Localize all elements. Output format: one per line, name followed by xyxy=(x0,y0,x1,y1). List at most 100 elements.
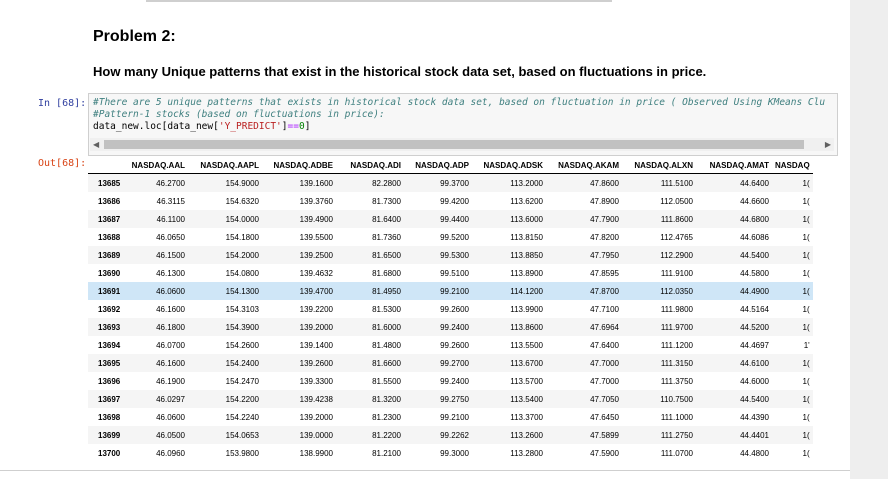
divider xyxy=(0,470,850,471)
table-cell: 44.6600 xyxy=(740,196,769,206)
table-cell: 44.5164 xyxy=(740,304,769,314)
table-cell: 46.1600 xyxy=(128,354,188,372)
column-header: NASDAQ.ADI xyxy=(336,158,404,174)
table-cell: 154.1800 xyxy=(225,232,259,242)
table-cell: 154.2000 xyxy=(188,246,262,264)
table-cell: 154.3900 xyxy=(188,318,262,336)
table-cell: 47.7000 xyxy=(590,376,619,386)
table-cell: 111.2750 xyxy=(622,426,696,444)
row-index: 13693 xyxy=(88,318,128,336)
table-cell: 111.1200 xyxy=(660,340,693,350)
row-index: 13695 xyxy=(88,354,128,372)
table-cell: 46.0600 xyxy=(128,282,188,300)
table-cell: 99.2262 xyxy=(404,426,472,444)
code-comment-1: #There are 5 unique patterns that exists… xyxy=(93,97,826,108)
table-cell: 81.2200 xyxy=(336,426,404,444)
table-cell: 139.2000 xyxy=(299,412,333,422)
horizontal-scrollbar[interactable]: ◀ ▶ xyxy=(90,138,834,151)
table-cell: 154.0000 xyxy=(188,210,262,228)
row-index: 13687 xyxy=(88,210,128,228)
table-cell: 111.1000 xyxy=(660,412,693,422)
column-header xyxy=(88,158,128,174)
table-cell: 112.0500 xyxy=(660,196,693,206)
table-cell: 1( xyxy=(772,282,813,300)
table-cell: 1( xyxy=(802,232,810,242)
scrollbar-thumb[interactable] xyxy=(104,140,804,149)
table-cell: 47.7000 xyxy=(546,354,622,372)
table-cell: 99.2700 xyxy=(404,354,472,372)
table-cell: 46.1600 xyxy=(156,304,185,314)
table-cell: 81.5300 xyxy=(372,304,401,314)
table-cell: 44.4390 xyxy=(740,412,769,422)
table-cell: 1( xyxy=(802,304,810,314)
table-cell: 139.2500 xyxy=(262,246,336,264)
table-cell: 99.4400 xyxy=(404,210,472,228)
table-cell: 139.2600 xyxy=(262,354,336,372)
table-cell: 154.9000 xyxy=(188,173,262,192)
table-row: 13688 46.0650 154.1800 139.5500 81.7360 99.52… xyxy=(88,228,813,246)
table-cell: 47.8700 xyxy=(546,282,622,300)
column-header: NASDAQ.AKAM xyxy=(546,158,622,174)
table-cell: 44.6100 xyxy=(696,354,772,372)
table-cell: 46.0297 xyxy=(128,390,188,408)
table-cell: 47.8595 xyxy=(590,268,619,278)
scroll-right-icon[interactable]: ▶ xyxy=(824,140,831,149)
row-index: 13700 xyxy=(98,448,121,458)
row-index: 13689 xyxy=(88,246,128,264)
table-cell: 113.8850 xyxy=(472,246,546,264)
output-dataframe: NASDAQ.AAL NASDAQ.AAPL NASDAQ.ADBE NASDAQ.A… xyxy=(88,158,836,479)
table-cell: 113.6000 xyxy=(472,210,546,228)
page-title: Problem 2: xyxy=(93,28,176,45)
table-cell: 111.9100 xyxy=(660,268,693,278)
table-cell: 47.6450 xyxy=(590,412,619,422)
code-editor[interactable]: #There are 5 unique patterns that exists… xyxy=(89,94,837,133)
table-cell: 1( xyxy=(772,318,813,336)
table-cell: 44.4800 xyxy=(740,448,769,458)
table-cell: 99.2600 xyxy=(440,340,469,350)
row-index: 13696 xyxy=(98,376,121,386)
table-cell: 99.3000 xyxy=(440,448,469,458)
table-cell: 47.7900 xyxy=(546,210,622,228)
table-cell: 99.5100 xyxy=(440,268,469,278)
table-cell: 99.2750 xyxy=(404,390,472,408)
row-index: 13692 xyxy=(98,304,121,314)
row-index: 13688 xyxy=(98,232,121,242)
scroll-indicator xyxy=(146,0,612,2)
table-cell: 44.5200 xyxy=(696,318,772,336)
table-cell: 139.4238 xyxy=(262,390,336,408)
row-index: 13690 xyxy=(98,268,121,278)
table-cell: 154.1300 xyxy=(188,282,262,300)
table-cell: 81.6800 xyxy=(372,268,401,278)
table-cell: 154.2470 xyxy=(225,376,259,386)
table-cell: 111.9800 xyxy=(660,304,693,314)
row-index: 13694 xyxy=(98,340,121,350)
table-cell: 111.8600 xyxy=(622,210,696,228)
code-cell[interactable]: #There are 5 unique patterns that exists… xyxy=(88,93,838,156)
table-cell: 1( xyxy=(802,268,810,278)
table-cell: 99.2600 xyxy=(440,304,469,314)
table-cell: 47.7050 xyxy=(546,390,622,408)
table-cell: 1( xyxy=(772,210,813,228)
table-cell: 44.4900 xyxy=(696,282,772,300)
table-cell: 44.4697 xyxy=(740,340,769,350)
table-cell: 113.5400 xyxy=(472,390,546,408)
table-cell: 110.7500 xyxy=(622,390,696,408)
table-cell: 1( xyxy=(802,412,810,422)
table-cell: 138.9900 xyxy=(299,448,333,458)
table-cell: 113.9900 xyxy=(510,304,543,314)
table-cell: 46.1500 xyxy=(128,246,188,264)
table-row: 13687 46.1100 154.0000 139.4900 81.6400 99.44… xyxy=(88,210,813,228)
table-cell: 47.8200 xyxy=(590,232,619,242)
right-gutter xyxy=(850,0,888,479)
table-cell: 113.8900 xyxy=(510,268,543,278)
row-index: 13697 xyxy=(88,390,128,408)
table-cell: 99.5200 xyxy=(440,232,469,242)
table-cell: 1( xyxy=(802,196,810,206)
column-header: NASDAQ.ADSK xyxy=(472,158,546,174)
table-row: 13693 46.1800 154.3900 139.2000 81.6000 99.24… xyxy=(88,318,813,336)
scroll-left-icon[interactable]: ◀ xyxy=(93,140,100,149)
table-cell: 99.2400 xyxy=(440,376,469,386)
column-header: NASDAQ.AAL xyxy=(128,158,188,174)
table-cell: 46.0500 xyxy=(128,426,188,444)
table-cell: 139.3300 xyxy=(299,376,333,386)
